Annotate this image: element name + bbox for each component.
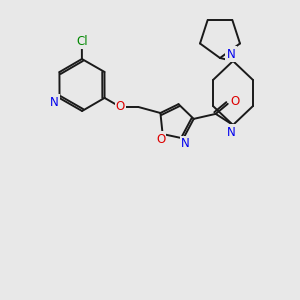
Text: N: N	[226, 47, 236, 61]
Text: N: N	[181, 137, 190, 150]
Text: O: O	[116, 100, 125, 113]
Text: Cl: Cl	[76, 34, 88, 47]
Text: N: N	[50, 96, 59, 109]
Text: O: O	[230, 95, 239, 108]
Text: N: N	[226, 125, 236, 139]
Text: O: O	[156, 133, 165, 146]
